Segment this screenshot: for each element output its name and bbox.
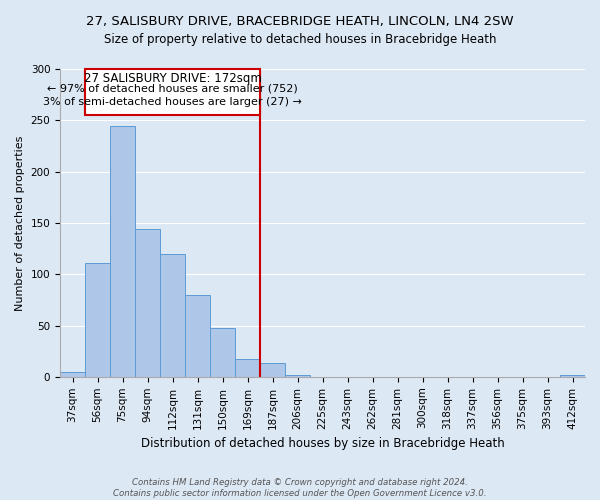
Text: Size of property relative to detached houses in Bracebridge Heath: Size of property relative to detached ho… xyxy=(104,32,496,46)
X-axis label: Distribution of detached houses by size in Bracebridge Heath: Distribution of detached houses by size … xyxy=(140,437,505,450)
Bar xyxy=(160,254,185,377)
Bar xyxy=(60,372,85,377)
Bar xyxy=(210,328,235,377)
Bar xyxy=(560,375,585,377)
Text: 27 SALISBURY DRIVE: 172sqm: 27 SALISBURY DRIVE: 172sqm xyxy=(83,72,262,85)
Text: 27, SALISBURY DRIVE, BRACEBRIDGE HEATH, LINCOLN, LN4 2SW: 27, SALISBURY DRIVE, BRACEBRIDGE HEATH, … xyxy=(86,15,514,28)
Bar xyxy=(110,126,135,377)
Bar xyxy=(85,263,110,377)
FancyBboxPatch shape xyxy=(85,69,260,115)
Text: ← 97% of detached houses are smaller (752)
3% of semi-detached houses are larger: ← 97% of detached houses are smaller (75… xyxy=(43,84,302,106)
Y-axis label: Number of detached properties: Number of detached properties xyxy=(15,135,25,310)
Bar xyxy=(135,229,160,377)
Bar xyxy=(285,375,310,377)
Bar xyxy=(185,294,210,377)
Text: Contains HM Land Registry data © Crown copyright and database right 2024.
Contai: Contains HM Land Registry data © Crown c… xyxy=(113,478,487,498)
Bar xyxy=(260,364,285,377)
Bar xyxy=(235,360,260,377)
